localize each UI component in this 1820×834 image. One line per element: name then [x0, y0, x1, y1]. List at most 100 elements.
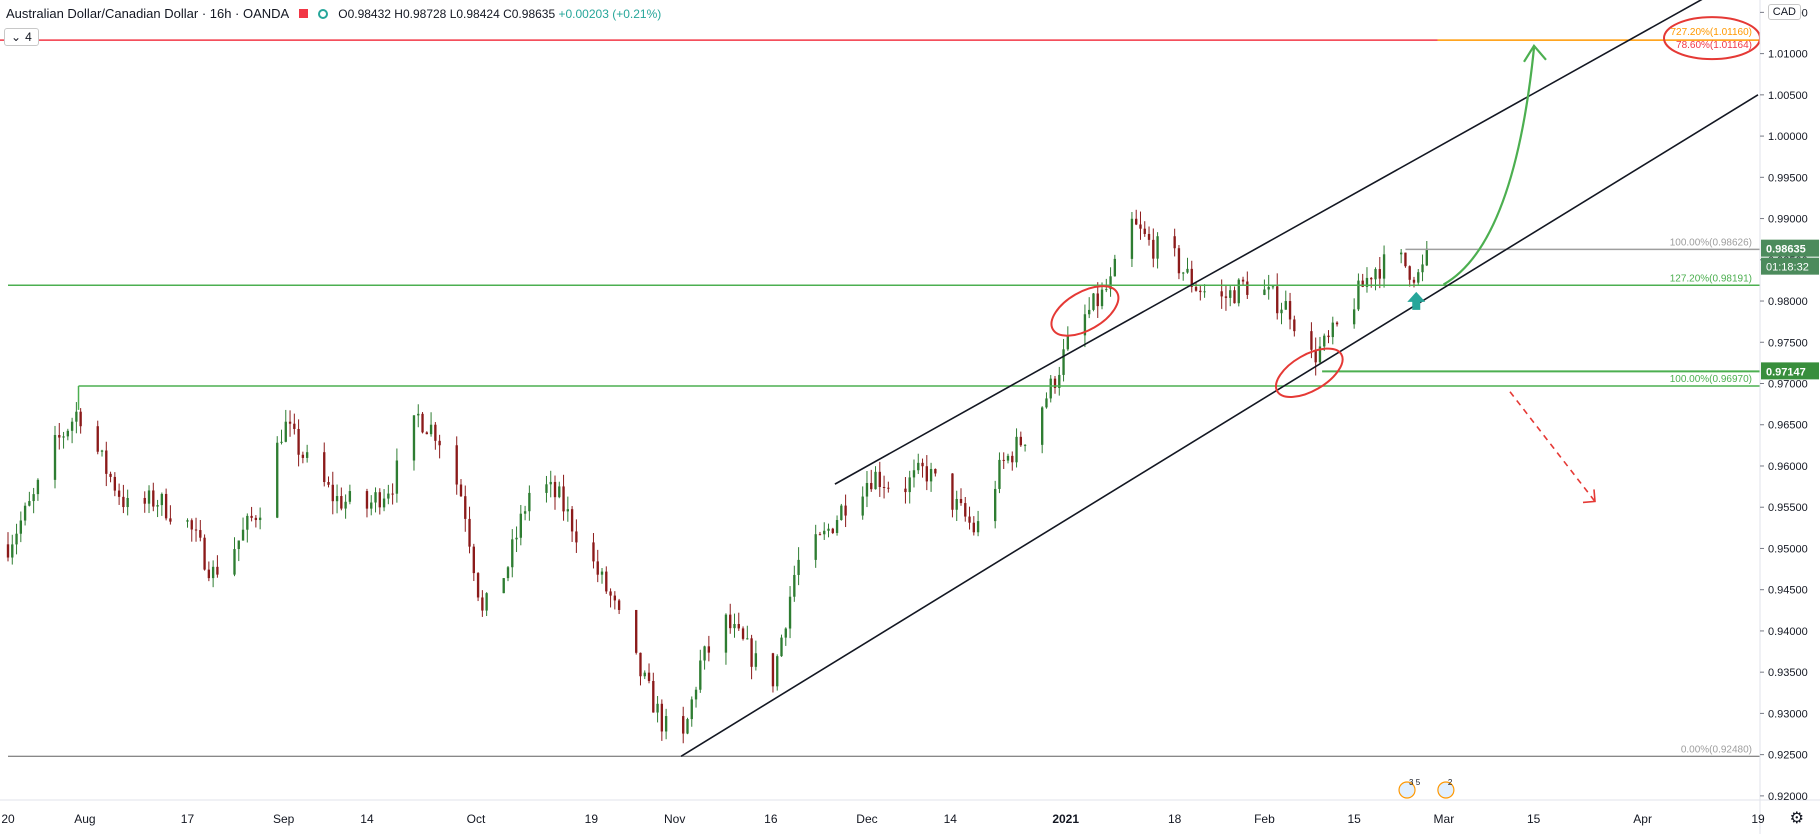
candle-body [1053, 378, 1057, 388]
candle-body [417, 413, 420, 416]
candle-body [750, 638, 753, 667]
candle-body [1062, 349, 1065, 375]
candle-timer-label: 01:18:32 [1766, 262, 1809, 274]
candle-body [1276, 286, 1279, 314]
candle-body [1194, 286, 1198, 291]
y-tick-label: 0.99500 [1768, 172, 1808, 184]
candle-body [908, 477, 911, 493]
candle-body [365, 491, 369, 509]
x-tick-label: Nov [664, 812, 685, 826]
x-tick-label: 15 [1527, 812, 1541, 826]
candle-body [1023, 444, 1027, 446]
candle-body [1399, 252, 1403, 255]
candle-body [459, 484, 463, 497]
candle-body [190, 520, 193, 530]
candle-body [370, 502, 373, 509]
candle-body [395, 460, 399, 494]
candle-body [729, 614, 732, 629]
candle-body [152, 490, 155, 507]
candle-body [481, 597, 484, 611]
indicators-toggle-button[interactable]: ⌄ 4 [4, 28, 39, 46]
candle-body [425, 432, 428, 435]
candle-body [1331, 322, 1334, 338]
candle-body [348, 491, 352, 502]
candle-body [70, 421, 74, 431]
y-tick-label: 0.97500 [1768, 337, 1808, 349]
y-tick-label: 0.92500 [1768, 750, 1808, 762]
level-label: 100.00%(0.98626) [1670, 237, 1752, 248]
candle-body [703, 646, 706, 661]
event-flag-icon [1437, 781, 1455, 799]
candle-body [707, 646, 711, 653]
candle-body [656, 703, 659, 713]
candle-body [1314, 349, 1317, 363]
candle-body [472, 546, 475, 574]
candle-body [921, 462, 924, 467]
candle-body [1361, 280, 1364, 287]
candle-body [1156, 236, 1159, 259]
candle-body [485, 593, 488, 611]
candle-body [203, 537, 206, 570]
candle-body [639, 652, 642, 677]
currency-badge[interactable]: CAD [1767, 4, 1801, 20]
candle-body [605, 571, 608, 592]
level-label: 727.20%(1.01160) [1670, 27, 1752, 38]
plot-layer: 727.20%(1.01160) 78.60%(1.01164) 100.00%(0… [0, 0, 1760, 799]
event-flag-icon [1398, 781, 1416, 799]
y-tick-label: 1.00000 [1768, 131, 1808, 143]
bearish-projection-arrow [1509, 391, 1596, 502]
candle-body [276, 442, 279, 518]
candle-body [964, 503, 967, 517]
candle-timer-tag [1761, 257, 1819, 275]
open-value: O0.98432 [338, 6, 391, 21]
candle-body [878, 471, 881, 487]
x-tick-label: 19 [585, 812, 599, 826]
indicator-count: 4 [25, 30, 32, 44]
candle-body [874, 471, 877, 490]
candle-body [1237, 279, 1240, 304]
x-tick-label: 20 [1, 812, 15, 826]
candle-body [912, 470, 916, 478]
candle-body [109, 473, 112, 477]
candle-body [1143, 228, 1146, 234]
candle-body [994, 488, 997, 522]
candle-body [100, 450, 104, 452]
candle-body [429, 424, 433, 435]
gear-icon[interactable]: ⚙ [1789, 810, 1804, 827]
candle-body [468, 518, 471, 547]
x-tick-label: Mar [1434, 812, 1455, 826]
flag-icon[interactable] [299, 9, 309, 18]
candle-body [1199, 290, 1202, 293]
candle-body [378, 492, 381, 508]
candles-group [6, 209, 1428, 744]
candle-body [771, 653, 775, 687]
candle-body [1173, 236, 1176, 249]
candle-body [1382, 254, 1386, 279]
candle-body [1177, 248, 1181, 274]
candle-body [11, 544, 14, 558]
candle-body [737, 624, 740, 629]
candle-body [511, 539, 514, 568]
candle-body [1421, 264, 1424, 273]
y-tick-label: 0.99000 [1768, 214, 1808, 226]
candle-body [438, 440, 441, 446]
channel-upper-line [834, 0, 1703, 485]
candle-body [609, 591, 612, 596]
candle-body [19, 520, 22, 534]
candle-body [258, 517, 262, 521]
candle-body [968, 516, 971, 523]
candle-body [613, 595, 617, 601]
candle-body [476, 573, 480, 598]
candle-body [1370, 277, 1373, 280]
candle-body [870, 482, 873, 490]
candle-body [1293, 319, 1296, 332]
entry-arrow-icon [1407, 291, 1426, 310]
candle-body [75, 411, 78, 422]
candle-body [733, 624, 736, 629]
symbol-title[interactable]: Australian Dollar/Canadian Dollar · 16h … [6, 6, 290, 21]
x-tick-label: 14 [360, 812, 374, 826]
candle-body [160, 493, 164, 506]
support-price-label: 0.97147 [1766, 366, 1806, 378]
